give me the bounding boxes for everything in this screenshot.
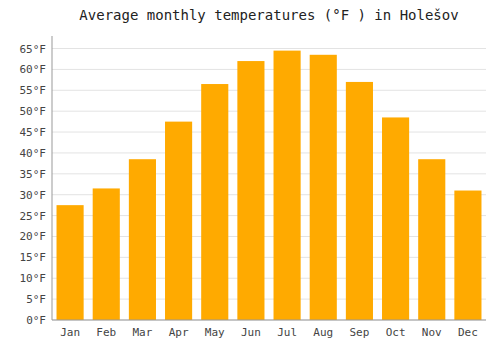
x-tick-label: Jan bbox=[60, 326, 80, 339]
bar bbox=[382, 117, 409, 320]
x-tick-label: Mar bbox=[132, 326, 152, 339]
y-tick-label: 55°F bbox=[20, 84, 47, 97]
x-tick-label: Oct bbox=[386, 326, 406, 339]
page: {"chart_data": {"type": "bar", "title": … bbox=[0, 0, 500, 350]
x-tick-label: Aug bbox=[313, 326, 333, 339]
grid-line bbox=[52, 111, 486, 112]
bar bbox=[165, 122, 192, 320]
bar bbox=[237, 61, 264, 320]
y-tick-label: 5°F bbox=[26, 293, 46, 306]
grid-line bbox=[52, 48, 486, 49]
bar bbox=[346, 82, 373, 320]
x-tick-label: Apr bbox=[169, 326, 189, 339]
grid-line bbox=[52, 152, 486, 153]
y-tick-label: 0°F bbox=[26, 314, 46, 327]
y-tick-label: 15°F bbox=[20, 251, 47, 264]
grid bbox=[52, 49, 486, 320]
y-tick-label: 35°F bbox=[20, 168, 47, 181]
bar bbox=[454, 191, 481, 320]
y-tick-label: 20°F bbox=[20, 230, 47, 243]
grid-line bbox=[52, 90, 486, 91]
x-tick-label: Feb bbox=[96, 326, 116, 339]
bar bbox=[129, 159, 156, 320]
bar bbox=[57, 205, 84, 320]
y-tick-label: 50°F bbox=[20, 105, 47, 118]
y-tick-label: 30°F bbox=[20, 189, 47, 202]
bar bbox=[310, 55, 337, 320]
title: Average monthly temperatures (°F ) in Ho… bbox=[79, 7, 458, 23]
x-tick-label: Jul bbox=[277, 326, 297, 339]
y-tick-label: 40°F bbox=[20, 147, 47, 160]
y-tick-label: 10°F bbox=[20, 272, 47, 285]
x-axis-line bbox=[52, 320, 486, 321]
grid-line bbox=[52, 69, 486, 70]
y-tick-label: 25°F bbox=[20, 210, 47, 223]
bar bbox=[93, 188, 120, 320]
chart: Average monthly temperatures (°F ) in Ho… bbox=[0, 0, 500, 350]
bars bbox=[57, 51, 482, 320]
x-tick-label: Sep bbox=[349, 326, 369, 339]
y-axis-line bbox=[52, 36, 53, 320]
y-tick-label: 60°F bbox=[20, 63, 47, 76]
bar bbox=[418, 159, 445, 320]
grid-line bbox=[52, 132, 486, 133]
bar bbox=[274, 51, 301, 320]
x-tick-label: Dec bbox=[458, 326, 478, 339]
x-tick-label: Nov bbox=[422, 326, 442, 339]
x-tick-label: May bbox=[205, 326, 225, 339]
bar bbox=[201, 84, 228, 320]
y-tick-label: 65°F bbox=[20, 43, 47, 56]
x-tick-label: Jun bbox=[241, 326, 261, 339]
y-tick-label: 45°F bbox=[20, 126, 47, 139]
grid-line bbox=[52, 320, 486, 321]
